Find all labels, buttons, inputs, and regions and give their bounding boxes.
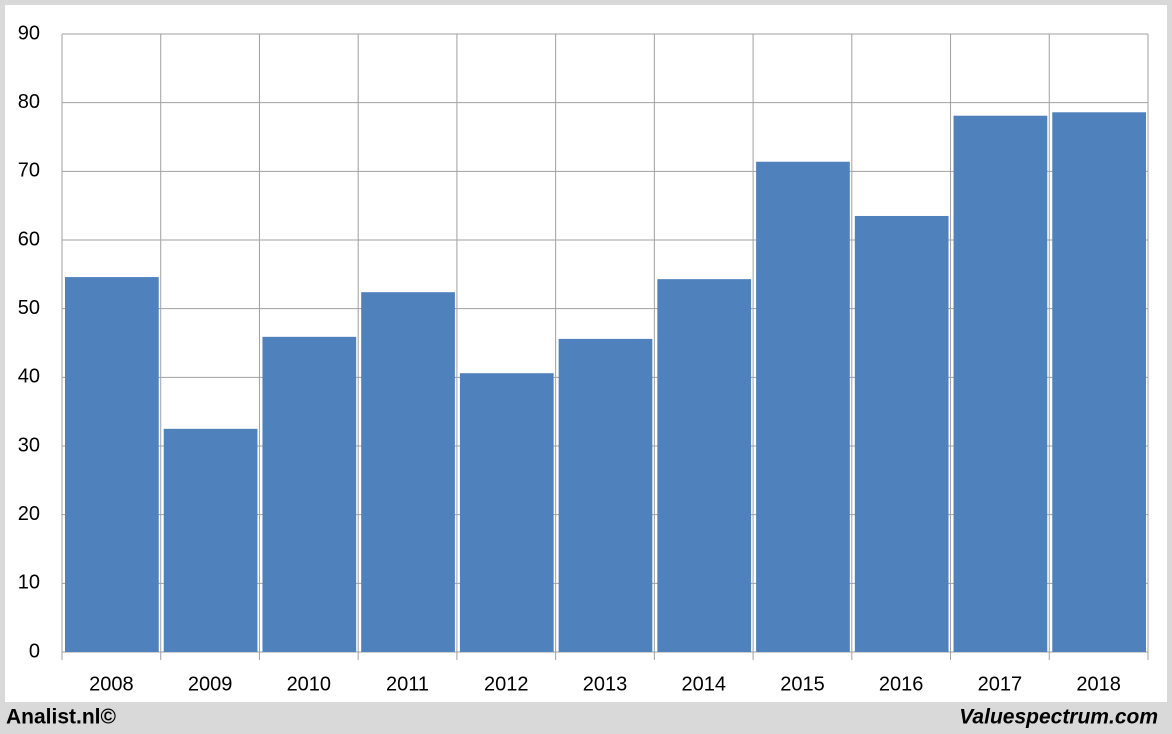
x-tick-label: 2012	[484, 673, 529, 695]
bar	[756, 161, 850, 652]
bar	[558, 338, 653, 652]
x-tick-label: 2009	[188, 673, 233, 695]
y-tick-label: 20	[18, 503, 40, 525]
bar	[65, 277, 159, 652]
x-tick-label: 2011	[386, 673, 429, 695]
bar	[953, 115, 1048, 653]
y-tick-label: 60	[18, 228, 40, 250]
y-tick-label: 90	[18, 22, 40, 44]
bar	[459, 373, 554, 652]
x-tick-label: 2013	[583, 673, 628, 695]
x-tick-label: 2014	[681, 673, 726, 695]
y-tick-label: 50	[18, 297, 40, 319]
y-tick-label: 0	[29, 640, 40, 662]
footer-left: Analist.nl©	[6, 706, 117, 729]
x-tick-label: 2017	[978, 673, 1023, 695]
x-tick-label: 2018	[1076, 673, 1121, 695]
x-tick-label: 2010	[287, 673, 332, 695]
x-tick-label: 2016	[879, 673, 924, 695]
bar	[854, 215, 949, 652]
bar	[163, 428, 258, 652]
y-tick-label: 40	[18, 366, 40, 388]
bar	[657, 279, 752, 652]
y-tick-label: 10	[18, 572, 40, 594]
y-tick-label: 80	[18, 91, 40, 113]
footer-right: Valuespectrum.com	[959, 706, 1158, 729]
bar	[262, 336, 357, 652]
bar	[1052, 112, 1146, 652]
y-tick-label: 70	[18, 160, 40, 182]
y-tick-label: 30	[18, 434, 40, 456]
bar	[361, 292, 455, 652]
x-tick-label: 2015	[780, 673, 825, 695]
x-tick-label: 2008	[89, 673, 134, 695]
